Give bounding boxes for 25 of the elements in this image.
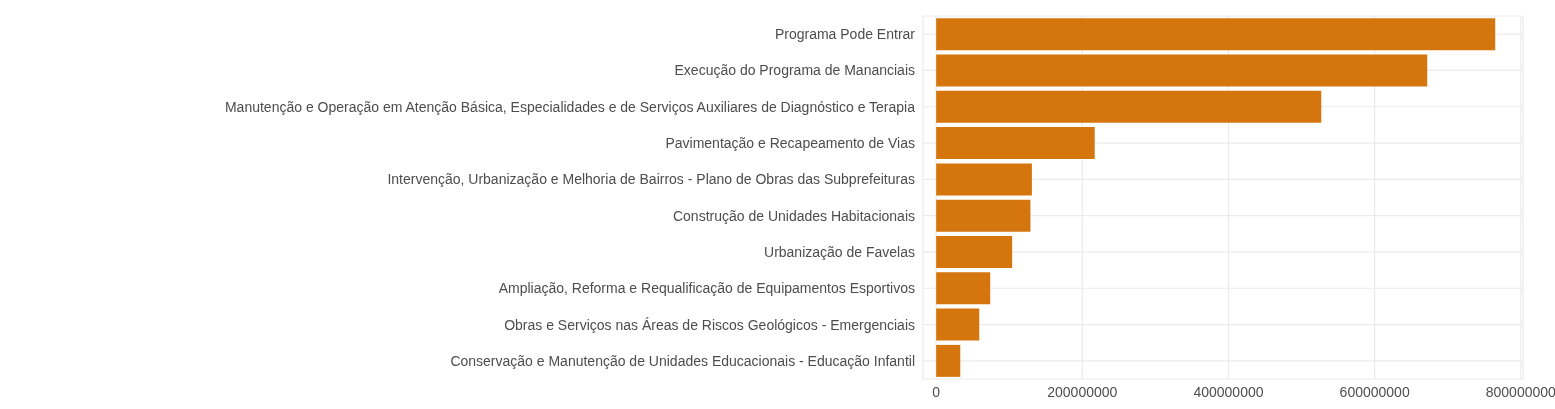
bar — [936, 272, 991, 305]
y-tick-label: Programa Pode Entrar — [774, 26, 916, 43]
y-tick-label: Ampliação, Reforma e Requalificação de Equipamentos Esportivos — [498, 280, 915, 297]
bar — [936, 90, 1322, 123]
x-tick-label: 600000000 — [1339, 383, 1410, 400]
bar — [936, 235, 1013, 268]
y-tick-label: Conservação e Manutenção de Unidades Educacionais - Educação Infantil — [450, 352, 915, 369]
y-tick-label: Manutenção e Operação em Atenção Básica, Especialidades e de Serviços Auxiliares de Diagnóstico e Terapia — [224, 98, 916, 115]
bar — [936, 308, 980, 341]
y-tick-label: Urbanização de Favelas — [764, 243, 915, 260]
x-tick-label: 200000000 — [1047, 383, 1118, 400]
bar — [936, 54, 1428, 87]
y-tick-label: Pavimentação e Recapeamento de Vias — [665, 135, 915, 152]
bar — [936, 199, 1031, 232]
x-tick-label: 400000000 — [1193, 383, 1264, 400]
x-tick-label: 0 — [932, 383, 941, 400]
y-tick-label: Execução do Programa de Mananciais — [674, 62, 915, 79]
bar — [936, 127, 1095, 160]
bar — [936, 163, 1032, 196]
x-tick-label: 800000000 — [1485, 383, 1555, 400]
y-tick-label: Obras e Serviços nas Áreas de Riscos Geológicos - Emergenciais — [504, 316, 915, 333]
y-tick-label: Intervenção, Urbanização e Melhoria de Bairros - Plano de Obras das Subprefeituras — [387, 171, 915, 188]
bar — [936, 18, 1496, 51]
y-tick-label: Construção de Unidades Habitacionais — [672, 207, 915, 224]
bar — [936, 344, 961, 377]
